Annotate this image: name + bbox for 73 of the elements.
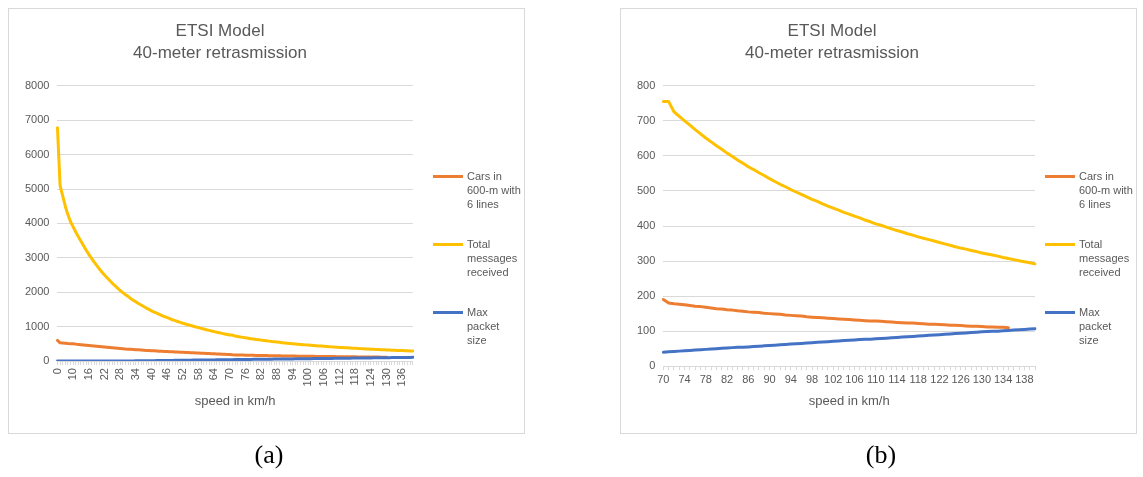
y-tick-label: 300 xyxy=(636,254,656,267)
x-tick-label: 106 xyxy=(845,372,864,385)
x-tick-label: 136 xyxy=(395,368,408,387)
y-tick-label: 100 xyxy=(636,324,656,337)
x-tick-label: 122 xyxy=(930,372,949,385)
x-tick-label: 82 xyxy=(254,368,267,381)
x-tick-label: 88 xyxy=(269,368,282,381)
x-tick-label: 110 xyxy=(866,372,885,385)
x-tick-label: 70 xyxy=(657,372,670,385)
chart-title: ETSI Model xyxy=(175,20,265,40)
y-tick-label: 600 xyxy=(636,148,656,161)
x-tick-label: 86 xyxy=(742,372,755,385)
y-tick-label: 2000 xyxy=(24,285,50,298)
legend-label: Max packet size xyxy=(1078,305,1113,347)
x-tick-label: 64 xyxy=(207,368,220,381)
x-tick-label: 106 xyxy=(317,368,329,387)
x-tick-label: 118 xyxy=(348,368,361,386)
y-tick-label: 700 xyxy=(636,113,656,126)
text: (a) xyxy=(253,440,285,470)
x-tick-label: 52 xyxy=(175,368,188,381)
x-tick-label: 74 xyxy=(678,372,691,385)
y-tick-label: 400 xyxy=(636,219,656,232)
x-tick-label: 124 xyxy=(364,368,377,387)
x-tick-label: 112 xyxy=(332,368,345,386)
y-tick-label: 6000 xyxy=(24,147,50,160)
x-tick-label: 98 xyxy=(805,372,819,385)
y-tick-label: 3000 xyxy=(24,250,50,263)
legend-label: Cars in 600-m with 6 lines xyxy=(466,169,521,211)
text: (b) xyxy=(864,440,898,470)
x-tick-label: 76 xyxy=(238,368,251,381)
y-tick-label: 7000 xyxy=(24,113,50,126)
x-tick-label: 130 xyxy=(379,368,392,387)
x-tick-label: 78 xyxy=(699,372,712,385)
legend-label: Total messages received xyxy=(1078,237,1131,279)
x-tick-label: 34 xyxy=(128,368,141,381)
x-tick-label: 90 xyxy=(763,372,776,385)
y-tick-label: 8000 xyxy=(24,78,50,91)
x-tick-label: 130 xyxy=(972,372,992,385)
legend-label: Max packet size xyxy=(466,305,501,347)
x-axis-title: speed in km/h xyxy=(194,392,276,408)
x-tick-label: 100 xyxy=(301,368,314,387)
x-tick-label: 10 xyxy=(66,368,79,381)
x-tick-label: 70 xyxy=(222,368,235,381)
x-tick-label: 94 xyxy=(784,372,797,385)
x-tick-label: 114 xyxy=(888,372,906,385)
x-tick-label: 16 xyxy=(81,368,94,381)
x-tick-label: 0 xyxy=(50,368,63,375)
y-tick-label: 4000 xyxy=(24,216,50,229)
x-tick-label: 118 xyxy=(909,372,927,385)
y-tick-label: 5000 xyxy=(24,182,50,195)
y-tick-label: 1000 xyxy=(24,319,50,332)
x-tick-label: 94 xyxy=(285,368,298,381)
chart-subtitle: 40-meter retrasmission xyxy=(133,43,307,63)
y-tick-label: 800 xyxy=(636,78,656,91)
legend-label: Cars in 600-m with 6 lines xyxy=(1078,169,1133,211)
x-tick-label: 138 xyxy=(1015,372,1034,385)
x-tick-label: 82 xyxy=(720,372,734,385)
x-tick-label: 102 xyxy=(824,372,843,385)
y-tick-label: 0 xyxy=(649,359,656,372)
chart-subtitle: 40-meter retrasmission xyxy=(745,43,919,63)
x-tick-label: 134 xyxy=(993,372,1013,385)
x-tick-label: 28 xyxy=(113,368,126,381)
y-tick-label: 200 xyxy=(636,289,656,302)
y-tick-label: 500 xyxy=(636,183,656,196)
x-tick-label: 58 xyxy=(191,368,204,381)
chart-title: ETSI Model xyxy=(787,20,877,40)
legend-label: Total messages received xyxy=(466,237,519,279)
x-axis-title: speed in km/h xyxy=(808,392,890,408)
x-tick-label: 22 xyxy=(97,368,110,381)
x-tick-label: 46 xyxy=(160,368,173,381)
x-tick-label: 126 xyxy=(951,372,970,385)
x-tick-label: 40 xyxy=(144,368,157,381)
y-tick-label: 0 xyxy=(43,354,50,367)
